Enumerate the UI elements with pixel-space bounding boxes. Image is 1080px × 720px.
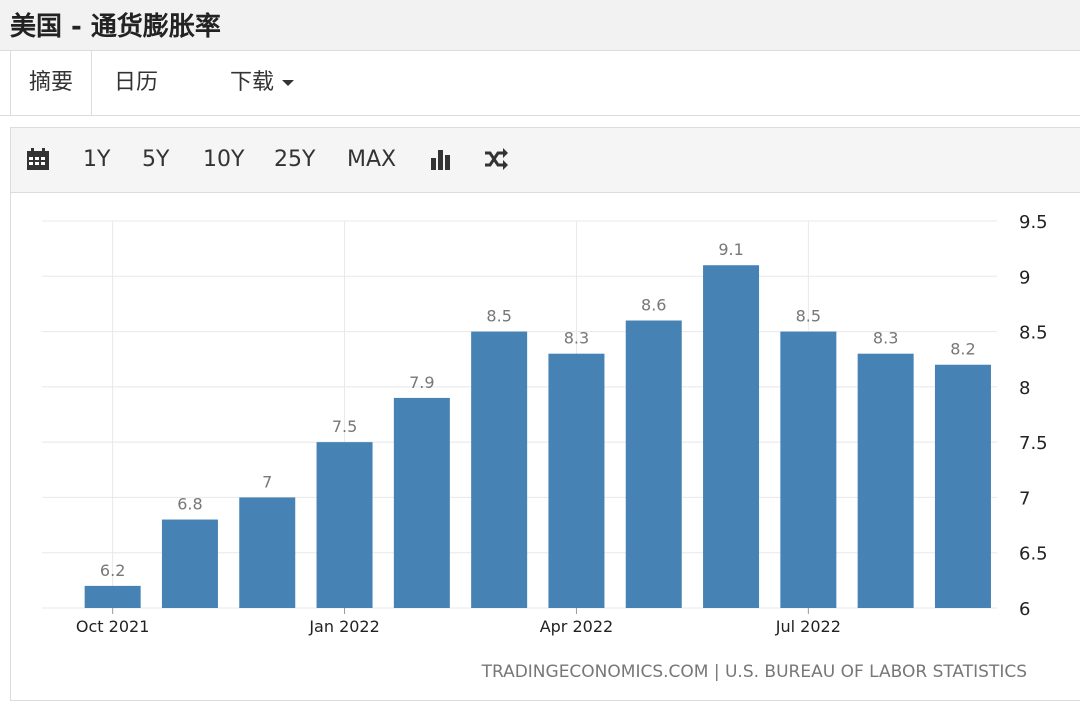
tab-calendar[interactable]: 日历 <box>114 70 159 95</box>
x-tick-label: Apr 2022 <box>540 617 613 636</box>
data-label: 8.5 <box>796 307 821 326</box>
bar[interactable] <box>161 519 218 608</box>
bar[interactable] <box>239 497 296 608</box>
data-label: 7.5 <box>332 417 357 436</box>
y-tick-label: 9.5 <box>1019 212 1048 233</box>
data-label: 8.3 <box>564 329 589 348</box>
data-label: 8.3 <box>873 329 898 348</box>
y-tick-label: 8 <box>1019 378 1030 399</box>
data-label: 8.5 <box>486 307 511 326</box>
tab-bar: 摘要 日历 下载 <box>0 51 1080 116</box>
x-tick-label: Jul 2022 <box>775 617 841 636</box>
tab-download-label: 下载 <box>230 70 275 95</box>
range-max-button[interactable]: MAX <box>347 147 397 172</box>
range-25y-button[interactable]: 25Y <box>274 147 316 172</box>
data-label: 7.9 <box>409 373 434 392</box>
shuffle-icon[interactable] <box>483 146 509 172</box>
data-labels: 6.2 6.8 7 7.5 7.9 8.5 8.3 8.6 9.1 8.5 8.3 8.2 <box>100 240 976 580</box>
caret-down-icon <box>282 80 295 86</box>
y-tick-label: 6 <box>1019 599 1030 620</box>
data-label: 8.6 <box>641 296 666 315</box>
bar[interactable] <box>857 353 914 608</box>
range-10y-button[interactable]: 10Y <box>203 147 245 172</box>
bar[interactable] <box>548 353 605 608</box>
y-axis-ticks: 6 6.5 7 7.5 8 8.5 9 9.5 <box>1019 212 1048 620</box>
data-label: 7 <box>262 472 272 491</box>
data-label: 9.1 <box>718 240 743 259</box>
range-5y-button[interactable]: 5Y <box>142 147 170 172</box>
x-tick-label: Jan 2022 <box>308 617 379 636</box>
y-tick-label: 7 <box>1019 488 1030 509</box>
calendar-icon[interactable] <box>25 146 51 172</box>
x-axis-ticks: Oct 2021 Jan 2022 Apr 2022 Jul 2022 <box>76 608 841 636</box>
tab-download[interactable]: 下载 <box>230 51 295 115</box>
bar[interactable] <box>934 364 991 608</box>
data-label: 6.2 <box>100 561 125 580</box>
x-tick-label: Oct 2021 <box>76 617 149 636</box>
y-tick-label: 7.5 <box>1019 433 1048 454</box>
bar[interactable] <box>471 331 528 608</box>
chart-toolbar: 1Y 5Y 10Y 25Y MAX <box>11 128 1080 193</box>
bar[interactable] <box>84 585 141 608</box>
data-label: 6.8 <box>177 495 202 514</box>
data-label: 8.2 <box>950 340 975 359</box>
tab-summary[interactable]: 摘要 <box>10 51 92 115</box>
bars <box>84 265 991 608</box>
bar-chart-icon[interactable] <box>428 146 454 172</box>
range-1y-button[interactable]: 1Y <box>83 147 111 172</box>
page-title: 美国 - 通货膨胀率 <box>10 12 221 42</box>
bar[interactable] <box>703 265 760 608</box>
bar[interactable] <box>625 320 682 608</box>
y-tick-label: 6.5 <box>1019 544 1048 565</box>
bar[interactable] <box>780 331 837 608</box>
y-tick-label: 8.5 <box>1019 323 1048 344</box>
source-credit: TRADINGECONOMICS.COM | U.S. BUREAU OF LA… <box>481 662 1027 682</box>
bar[interactable] <box>316 442 373 608</box>
y-tick-label: 9 <box>1019 267 1030 288</box>
title-bar: 美国 - 通货膨胀率 <box>0 0 1080 51</box>
bar[interactable] <box>393 397 450 608</box>
